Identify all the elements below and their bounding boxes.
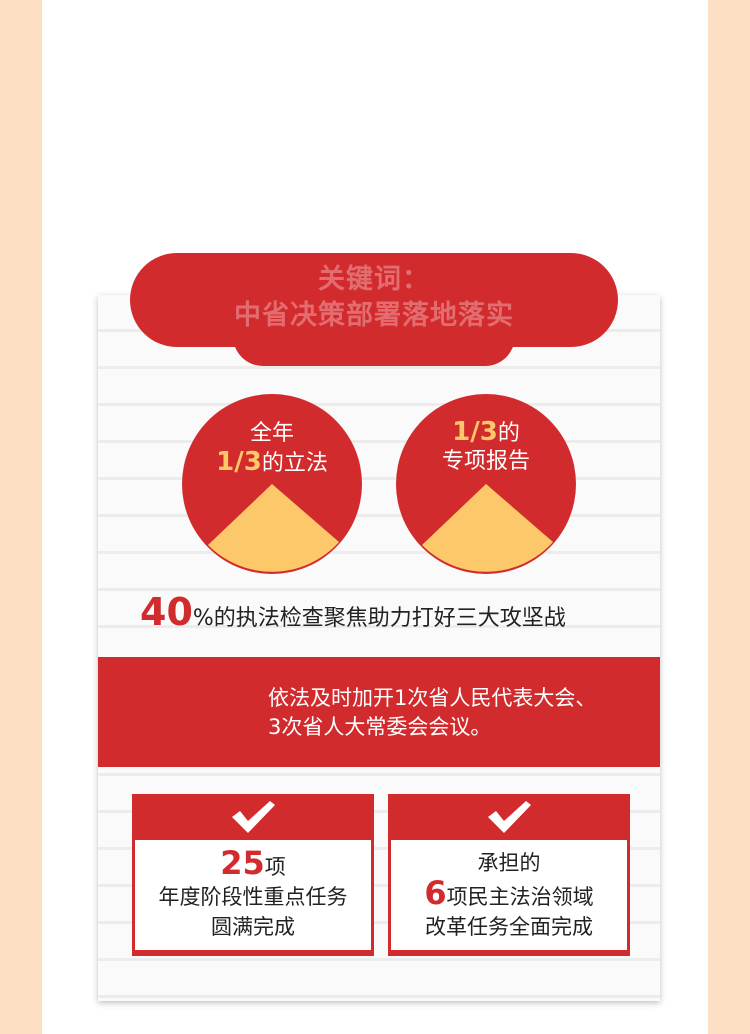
box-line1: 承担的 [477, 851, 541, 875]
meetings-band [98, 657, 660, 767]
box-number: 25 [220, 844, 265, 882]
box-line3: 改革任务全面完成 [425, 915, 593, 939]
pie-label-line1: 的 [497, 421, 520, 446]
box-number: 6 [424, 874, 447, 912]
box-line2: 年度阶段性重点任务 [158, 885, 348, 909]
pie-slice-share [422, 484, 553, 572]
task-box-key-tasks: 25项 年度阶段性重点任务 圆满完成 [132, 794, 374, 956]
pie-fraction: 1/3 [452, 417, 498, 447]
enforcement-stat: 40%的执法检查聚焦助力打好三大攻坚战 [140, 590, 566, 634]
pie-label-special-reports: 1/3的 专项报告 [396, 418, 576, 476]
box-suffix: 项 [264, 855, 286, 879]
pie-label-line1: 全年 [249, 421, 294, 446]
box-suffix: 项民主法治领域 [446, 885, 594, 909]
pie-slice-share [208, 484, 339, 572]
pie-chart-special-reports [396, 394, 576, 574]
enforcement-number: 40 [140, 590, 193, 634]
pie-label-line2: 专项报告 [441, 449, 530, 474]
pie-label-legislation: 全年 1/3的立法 [182, 420, 362, 478]
pie-label-line2: 的立法 [261, 451, 328, 476]
header-banner-tab [233, 320, 515, 366]
enforcement-text: %的执法检查聚焦助力打好三大攻坚战 [192, 606, 566, 631]
task-box-reform-tasks: 承担的 6项民主法治领域 改革任务全面完成 [388, 794, 630, 956]
meetings-line2: 3次省人大常委会会议。 [268, 715, 492, 739]
meetings-line1: 依法及时加开1次省人民代表大会、 [268, 686, 597, 710]
check-icon [488, 801, 531, 833]
pie-chart-legislation [182, 394, 362, 574]
box-line3: 圆满完成 [211, 915, 295, 939]
meetings-text: 依法及时加开1次省人民代表大会、 3次省人大常委会会议。 [268, 684, 596, 742]
header-line2: 中省决策部署落地落实 [234, 300, 514, 331]
pie-fraction: 1/3 [216, 447, 262, 477]
header-title: 关键词： 中省决策部署落地落实 [130, 262, 618, 334]
check-icon [232, 801, 275, 833]
header-line1: 关键词： [318, 264, 430, 295]
